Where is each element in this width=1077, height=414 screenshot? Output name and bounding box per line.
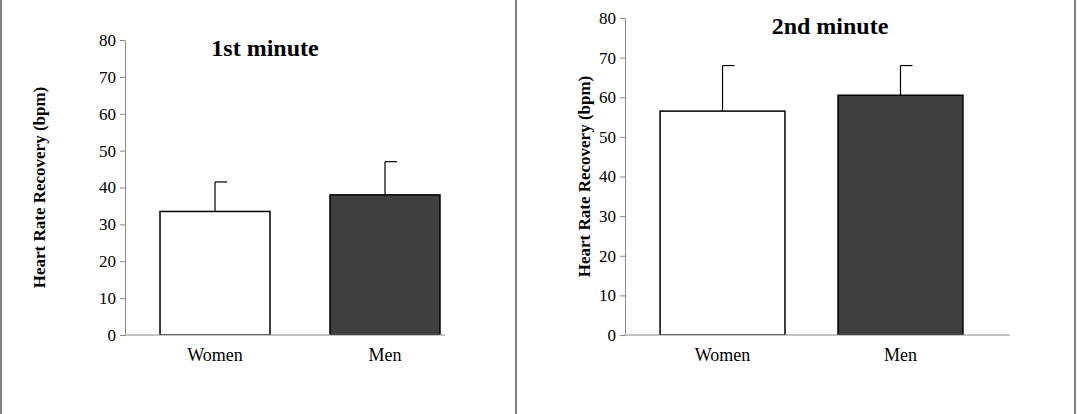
- bar: [330, 195, 440, 335]
- bar: [660, 111, 785, 335]
- y-tick: 10: [599, 286, 625, 305]
- y-tick-mark: [120, 298, 125, 299]
- y-tick-mark: [620, 97, 625, 98]
- bar: [838, 95, 963, 335]
- y-tick-mark: [120, 261, 125, 262]
- y-tick-label: 40: [99, 178, 116, 197]
- y-tick-label: 20: [99, 252, 116, 271]
- y-tick-mark: [620, 177, 625, 178]
- plot-area: [660, 66, 963, 335]
- y-axis-title: Heart Rate Recovery (bpm): [30, 87, 49, 289]
- panel: 0 10 20 30 40 50 60 70 80 Women Men 1st minute Heart…: [30, 31, 445, 365]
- y-tick-mark: [620, 18, 625, 19]
- y-tick-mark: [620, 58, 625, 59]
- y-tick-label: 10: [99, 289, 116, 308]
- error-bar: [385, 162, 397, 195]
- x-tick: Women: [695, 335, 751, 365]
- error-bar-cap: [215, 181, 227, 182]
- y-tick-mark: [120, 224, 125, 225]
- y-tick: 80: [99, 31, 125, 50]
- y-tick: 60: [99, 105, 125, 124]
- y-axis-title: Heart Rate Recovery (bpm): [575, 76, 594, 278]
- x-tick: Men: [884, 335, 917, 365]
- error-bar-stem: [900, 66, 901, 96]
- y-tick-label: 60: [599, 88, 616, 107]
- y-tick: 20: [99, 252, 125, 271]
- x-tick: Women: [187, 335, 243, 365]
- y-axis: 0 10 20 30 40 50 60 70 80: [599, 9, 626, 345]
- y-tick: 30: [99, 215, 125, 234]
- x-tick-label: Men: [368, 345, 401, 365]
- x-tick-label: Men: [884, 345, 917, 365]
- y-tick: 70: [599, 49, 625, 68]
- x-axis-line: [625, 335, 1010, 336]
- y-tick: 0: [608, 326, 626, 345]
- x-tick-label: Women: [695, 345, 751, 365]
- y-tick-label: 50: [599, 128, 616, 147]
- y-tick: 50: [99, 142, 125, 161]
- panel-border: [1074, 0, 1076, 414]
- y-tick-mark: [620, 256, 625, 257]
- y-tick-label: 50: [99, 142, 116, 161]
- y-tick-label: 80: [599, 9, 616, 28]
- y-tick-mark: [120, 188, 125, 189]
- x-tick-label: Women: [187, 345, 243, 365]
- y-tick-label: 0: [608, 326, 617, 345]
- y-tick: 40: [599, 167, 625, 186]
- panel-border: [0, 0, 2, 414]
- y-tick-label: 70: [99, 68, 116, 87]
- y-tick: 20: [599, 247, 625, 266]
- chart-title: 1st minute: [211, 35, 319, 61]
- y-tick-mark: [120, 114, 125, 115]
- x-axis-line: [125, 335, 445, 336]
- y-tick-label: 0: [108, 326, 117, 345]
- error-bar-stem: [722, 66, 723, 112]
- y-tick: 10: [99, 289, 125, 308]
- y-tick-mark: [620, 295, 625, 296]
- y-tick: 70: [99, 68, 125, 87]
- y-tick: 30: [599, 207, 625, 226]
- error-bar: [215, 182, 227, 212]
- x-axis: Women Men: [125, 335, 445, 365]
- error-bar: [900, 66, 912, 96]
- y-tick: 50: [599, 128, 625, 147]
- y-tick: 40: [99, 178, 125, 197]
- y-tick-mark: [620, 216, 625, 217]
- error-bar-stem: [214, 182, 215, 212]
- figure: 0 10 20 30 40 50 60 70 80 Women Men 1st minute Heart…: [0, 0, 1077, 414]
- y-tick-label: 60: [99, 105, 116, 124]
- y-tick-mark: [120, 151, 125, 152]
- y-axis-line: [125, 41, 126, 336]
- y-tick: 0: [108, 326, 126, 345]
- panel-border: [515, 0, 517, 414]
- y-tick-mark: [620, 335, 625, 336]
- y-tick-label: 80: [99, 31, 116, 50]
- y-tick-mark: [120, 335, 125, 336]
- y-tick-label: 10: [599, 286, 616, 305]
- panel: 0 10 20 30 40 50 60 70 80 Women Men 2nd minute Heart…: [575, 9, 1010, 365]
- y-tick-label: 40: [599, 167, 616, 186]
- bar: [160, 211, 270, 335]
- plot-area: [160, 162, 440, 335]
- y-tick-label: 20: [599, 247, 616, 266]
- chart-title: 2nd minute: [772, 13, 889, 39]
- x-tick: Men: [368, 335, 401, 365]
- y-tick-mark: [120, 77, 125, 78]
- y-axis: 0 10 20 30 40 50 60 70 80: [99, 31, 126, 345]
- x-axis: Women Men: [625, 335, 1010, 365]
- error-bar-cap: [385, 161, 397, 162]
- error-bar-cap: [723, 65, 735, 66]
- error-bar: [723, 66, 735, 112]
- y-tick-mark: [620, 137, 625, 138]
- error-bar-stem: [384, 162, 385, 195]
- y-tick-label: 70: [599, 49, 616, 68]
- y-tick-mark: [120, 40, 125, 41]
- y-axis-line: [625, 19, 626, 336]
- error-bar-cap: [900, 65, 912, 66]
- y-tick-label: 30: [599, 207, 616, 226]
- y-tick-label: 30: [99, 215, 116, 234]
- y-tick: 80: [599, 9, 625, 28]
- y-tick: 60: [599, 88, 625, 107]
